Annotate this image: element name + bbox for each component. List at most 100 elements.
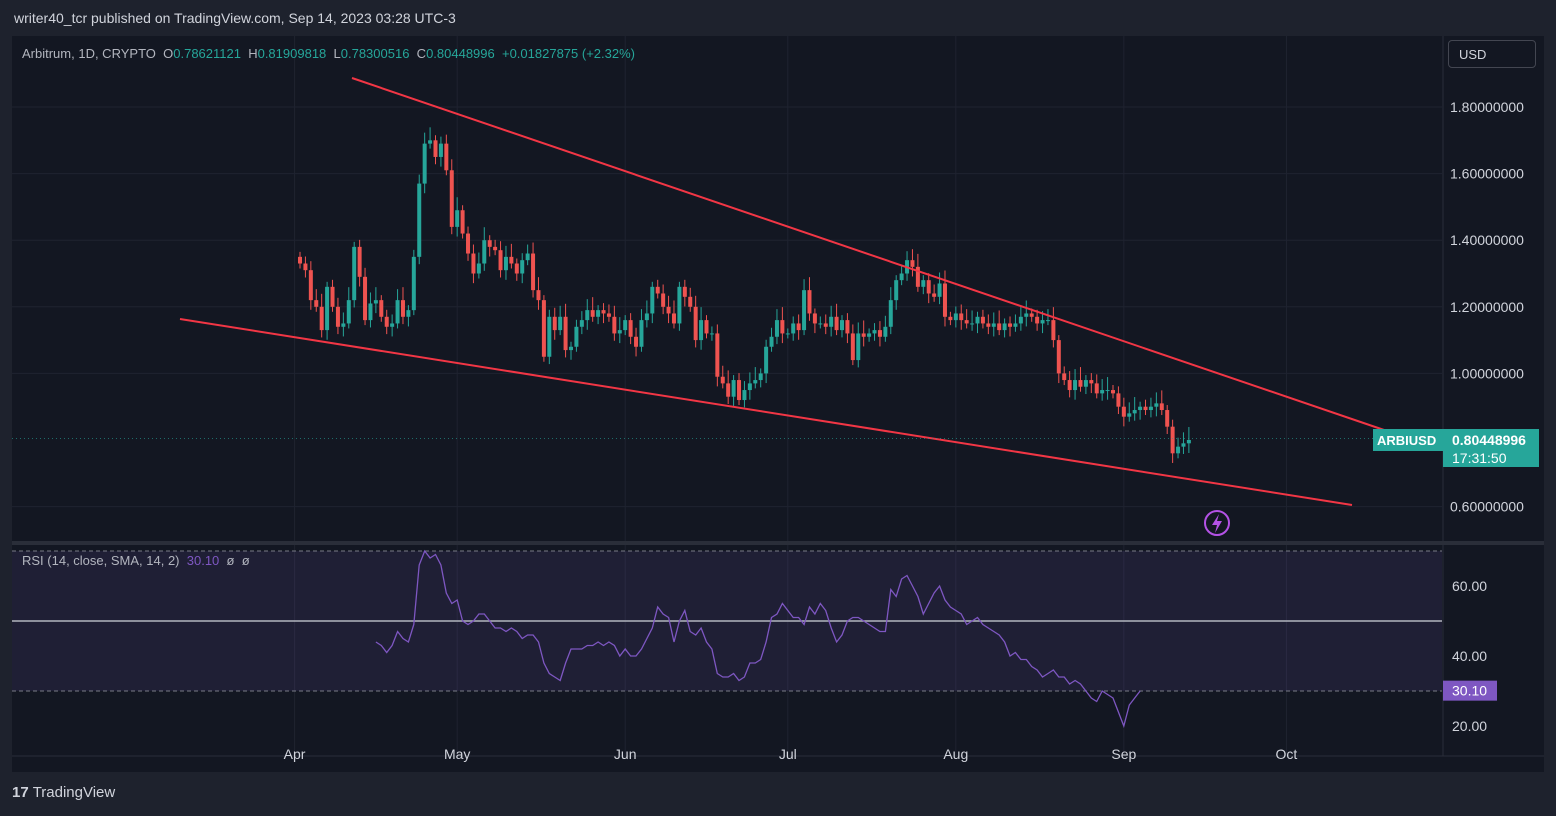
candle-body[interactable] [964, 320, 969, 324]
candle-body[interactable] [1121, 406, 1126, 417]
candle-body[interactable] [400, 300, 405, 317]
candle-body[interactable] [335, 306, 340, 327]
candle-body[interactable] [872, 330, 877, 334]
candle-body[interactable] [1024, 313, 1029, 317]
candle-body[interactable] [417, 183, 422, 257]
candle-body[interactable] [520, 260, 525, 274]
candle-body[interactable] [346, 300, 351, 324]
candle-body[interactable] [493, 246, 498, 251]
candle-body[interactable] [1067, 380, 1072, 391]
candle-body[interactable] [769, 336, 774, 347]
candle-body[interactable] [460, 210, 465, 234]
candle-body[interactable] [1035, 316, 1040, 324]
candle-body[interactable] [926, 280, 931, 294]
candle-body[interactable] [747, 383, 752, 391]
candle-body[interactable] [579, 320, 584, 327]
candle-body[interactable] [899, 273, 904, 281]
lightning-icon[interactable] [1204, 510, 1230, 536]
candle-body[interactable] [644, 313, 649, 321]
tradingview-footer[interactable]: 17 TradingView [12, 784, 115, 801]
candle-body[interactable] [384, 316, 389, 327]
candle-body[interactable] [1008, 323, 1013, 327]
candle-body[interactable] [861, 333, 866, 337]
candle-body[interactable] [1062, 373, 1067, 381]
lower-trendline[interactable] [179, 318, 1353, 506]
candle-body[interactable] [558, 316, 563, 331]
candle-body[interactable] [373, 300, 378, 304]
candle-body[interactable] [1013, 323, 1018, 327]
candle-body[interactable] [758, 373, 763, 381]
candle-body[interactable] [438, 143, 443, 157]
candle-body[interactable] [953, 313, 958, 321]
candle-body[interactable] [948, 316, 953, 321]
candle-body[interactable] [585, 310, 590, 321]
candle-body[interactable] [606, 313, 611, 317]
candle-body[interactable] [742, 390, 747, 401]
candle-body[interactable] [628, 320, 633, 337]
candle-body[interactable] [867, 333, 872, 337]
rsi-name[interactable]: RSI (14, close, SMA, 14, 2) [22, 553, 180, 568]
chart-panel[interactable]: 1.80000000 1.60000000 1.40000000 1.20000000… [12, 36, 1544, 772]
candle-body[interactable] [699, 320, 704, 341]
candle-body[interactable] [975, 316, 980, 324]
candle-body[interactable] [688, 296, 693, 307]
candle-body[interactable] [693, 306, 698, 341]
candle-body[interactable] [1089, 380, 1094, 384]
candle-body[interactable] [986, 323, 991, 327]
candle-body[interactable] [682, 286, 687, 297]
candle-body[interactable] [1073, 380, 1078, 391]
candle-body[interactable] [1040, 320, 1045, 324]
candle-body[interactable] [991, 323, 996, 327]
candle-body[interactable] [1170, 426, 1175, 454]
candle-body[interactable] [531, 253, 536, 291]
candle-body[interactable] [818, 323, 823, 325]
candle-body[interactable] [894, 280, 899, 301]
candle-body[interactable] [357, 246, 362, 277]
candle-body[interactable] [840, 320, 844, 331]
candle-body[interactable] [590, 310, 595, 317]
candle-body[interactable] [780, 320, 785, 334]
candle-body[interactable] [379, 300, 384, 317]
candle-body[interactable] [330, 286, 335, 307]
candle-body[interactable] [341, 323, 346, 327]
candle-body[interactable] [1138, 406, 1143, 411]
candle-body[interactable] [1176, 446, 1181, 454]
candle-body[interactable] [525, 253, 530, 261]
candle-body[interactable] [319, 306, 324, 331]
candle-body[interactable] [1116, 393, 1121, 407]
candle-body[interactable] [536, 290, 541, 301]
chart-canvas[interactable]: 1.80000000 1.60000000 1.40000000 1.20000000… [12, 36, 1544, 772]
candle-body[interactable] [737, 380, 742, 401]
candle-body[interactable] [910, 260, 915, 267]
candle-body[interactable] [1154, 403, 1159, 407]
candle-body[interactable] [731, 380, 736, 397]
pane-separator[interactable] [12, 541, 1544, 545]
symbol-tag[interactable] [1373, 429, 1443, 451]
candle-body[interactable] [796, 323, 801, 331]
candle-body[interactable] [574, 326, 579, 347]
candle-body[interactable] [563, 316, 568, 351]
candle-body[interactable] [449, 170, 454, 227]
candle-body[interactable] [325, 286, 330, 331]
candle-body[interactable] [444, 143, 449, 171]
candle-body[interactable] [715, 333, 720, 377]
candle-body[interactable] [1186, 440, 1191, 444]
candle-body[interactable] [541, 300, 546, 357]
candle-body[interactable] [1132, 410, 1137, 414]
candle-body[interactable] [390, 323, 395, 327]
candle-body[interactable] [655, 286, 660, 294]
candle-body[interactable] [704, 320, 709, 334]
candle-body[interactable] [823, 323, 828, 327]
candle-body[interactable] [482, 240, 487, 264]
candle-body[interactable] [422, 143, 427, 184]
candle-body[interactable] [428, 140, 433, 144]
candle-body[interactable] [303, 263, 308, 271]
candle-body[interactable] [455, 210, 460, 227]
candle-body[interactable] [802, 290, 807, 331]
candle-body[interactable] [308, 270, 313, 301]
currency-button[interactable]: USD [1448, 40, 1536, 68]
candle-body[interactable] [883, 326, 888, 337]
candle-body[interactable] [764, 346, 769, 374]
candle-body[interactable] [1083, 380, 1088, 387]
candle-body[interactable] [617, 330, 622, 334]
